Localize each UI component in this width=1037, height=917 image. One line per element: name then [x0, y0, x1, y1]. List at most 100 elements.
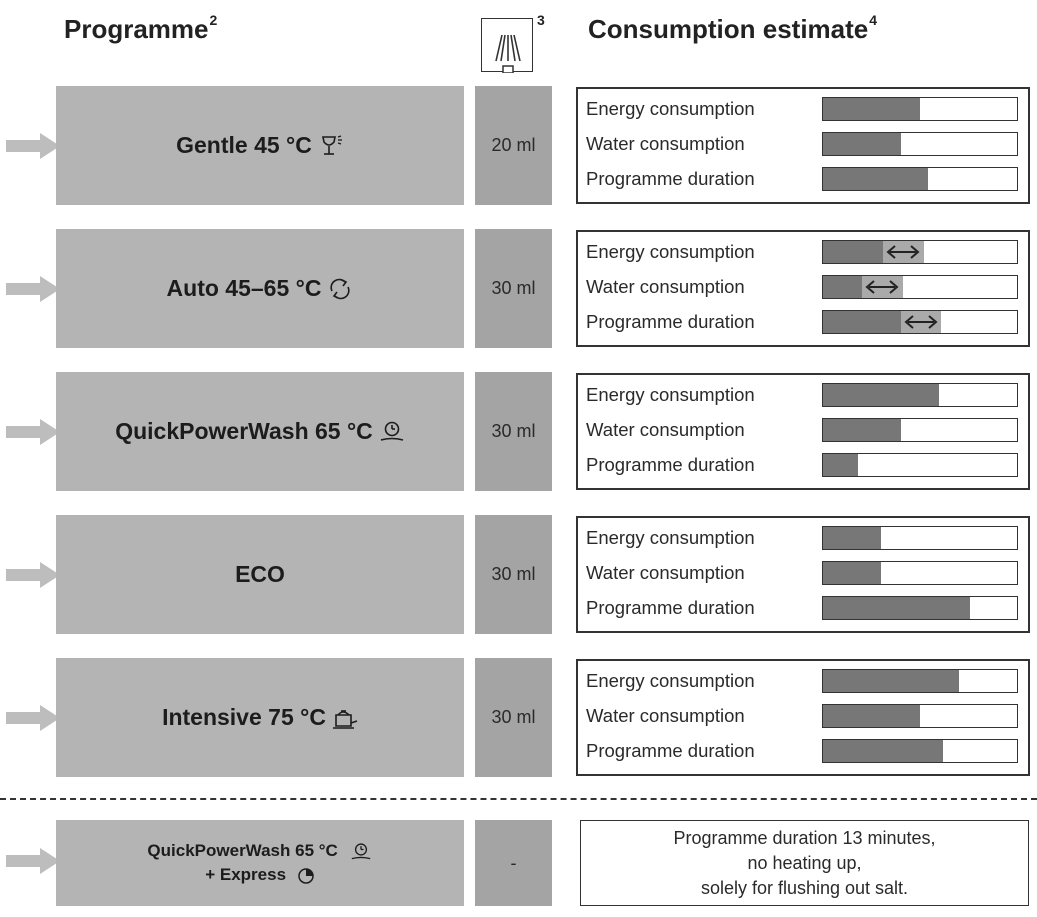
consumption-label: Energy consumption [586, 527, 755, 548]
consumption-bar [822, 526, 1018, 550]
dose-cell: 30 ml [475, 658, 552, 777]
quick-clock-icon [349, 842, 373, 862]
express-programme-name: QuickPowerWash 65 °C [147, 841, 338, 860]
consumption-bar-fill [823, 384, 940, 406]
consumption-bar-fill [823, 705, 920, 727]
consumption-row: Water consumption [586, 130, 1020, 160]
consumption-bar-fill [823, 133, 901, 155]
rinse-aid-footnote: 3 [537, 12, 545, 28]
express-label: + Express [205, 865, 287, 884]
express-programme-cell: QuickPowerWash 65 °C + Express [56, 820, 464, 906]
programme-name: ECO [235, 561, 285, 587]
consumption-bar-fill [823, 311, 901, 333]
consumption-label: Programme duration [586, 597, 755, 618]
double-arrow-icon [904, 315, 938, 329]
express-timer-icon [297, 867, 315, 885]
consumption-bar [822, 669, 1018, 693]
consumption-bar [822, 132, 1018, 156]
consumption-range [900, 311, 942, 333]
consumption-row: Programme duration [586, 308, 1020, 338]
consumption-bar [822, 167, 1018, 191]
quick-clock-icon [379, 420, 405, 444]
express-note-line: solely for flushing out salt. [700, 877, 909, 898]
consumption-bar [822, 704, 1018, 728]
consumption-label: Water consumption [586, 705, 745, 726]
consumption-header: Consumption estimate4 [588, 12, 878, 44]
programme-name: Auto 45–65 °C [166, 275, 322, 301]
consumption-row: Energy consumption [586, 381, 1020, 411]
consumption-row: Energy consumption [586, 524, 1020, 554]
consumption-bar [822, 275, 1018, 299]
arrow-right-icon [6, 132, 60, 159]
consumption-row: Energy consumption [586, 95, 1020, 125]
consumption-bar-fill [823, 597, 971, 619]
consumption-row: Programme duration [586, 737, 1020, 767]
consumption-bar [822, 240, 1018, 264]
consumption-label: Energy consumption [586, 670, 755, 691]
consumption-label: Programme duration [586, 740, 755, 761]
pot-icon [332, 706, 358, 730]
consumption-row: Water consumption [586, 702, 1020, 732]
consumption-bar-fill [823, 454, 858, 476]
arrow-right-icon [6, 275, 60, 302]
dose-cell: 30 ml [475, 372, 552, 491]
consumption-row: Water consumption [586, 273, 1020, 303]
consumption-bar-fill [823, 98, 920, 120]
consumption-bar-fill [823, 168, 928, 190]
double-arrow-icon [886, 245, 921, 259]
consumption-box: Energy consumption Water consumption Progr… [576, 516, 1030, 633]
consumption-label: Energy consumption [586, 241, 755, 262]
consumption-row: Energy consumption [586, 238, 1020, 268]
consumption-label: Programme duration [586, 454, 755, 475]
consumption-bar [822, 596, 1018, 620]
consumption-bar-fill [823, 670, 959, 692]
consumption-row: Energy consumption [586, 667, 1020, 697]
express-note: Programme duration 13 minutes, no heatin… [580, 820, 1029, 906]
programme-cell: QuickPowerWash 65 °C [56, 372, 464, 491]
consumption-label: Programme duration [586, 168, 755, 189]
consumption-label: Energy consumption [586, 98, 755, 119]
double-arrow-icon [865, 280, 899, 294]
programme-cell: Auto 45–65 °C [56, 229, 464, 348]
consumption-bar-fill [823, 276, 862, 298]
consumption-label: Water consumption [586, 419, 745, 440]
consumption-row: Programme duration [586, 451, 1020, 481]
consumption-bar [822, 383, 1018, 407]
consumption-bar-fill [823, 241, 884, 263]
consumption-label: Programme duration [586, 311, 755, 332]
consumption-box: Energy consumption Water consumption Progr… [576, 659, 1030, 776]
consumption-footnote: 4 [869, 12, 878, 28]
dose-cell: 30 ml [475, 229, 552, 348]
express-note-line: no heating up, [747, 852, 862, 873]
consumption-bar-fill [823, 419, 901, 441]
programme-name: Gentle 45 °C [176, 132, 312, 158]
arrow-right-icon [6, 418, 60, 445]
arrow-right-icon [6, 561, 60, 588]
consumption-bar-fill [823, 562, 882, 584]
consumption-box: Energy consumption Water consumption Progr… [576, 87, 1030, 204]
consumption-label: Water consumption [586, 276, 745, 297]
consumption-bar [822, 453, 1018, 477]
wine-glass-icon [318, 134, 344, 158]
dashed-divider [0, 798, 1037, 800]
consumption-label: Water consumption [586, 133, 745, 154]
programme-cell: Gentle 45 °C [56, 86, 464, 205]
consumption-row: Programme duration [586, 165, 1020, 195]
programme-header: Programme2 [64, 12, 218, 44]
rinse-aid-icon [481, 18, 533, 73]
consumption-bar [822, 418, 1018, 442]
programme-footnote: 2 [209, 12, 218, 28]
consumption-box: Energy consumption Water consumption Progr… [576, 373, 1030, 490]
express-dose-cell: - [475, 820, 552, 906]
consumption-label: Energy consumption [586, 384, 755, 405]
consumption-bar [822, 561, 1018, 585]
consumption-bar [822, 97, 1018, 121]
arrow-right-icon [6, 848, 60, 874]
programme-cell: ECO [56, 515, 464, 634]
programme-cell: Intensive 75 °C [56, 658, 464, 777]
consumption-range [883, 241, 924, 263]
consumption-row: Water consumption [586, 416, 1020, 446]
programme-name: QuickPowerWash 65 °C [115, 418, 373, 444]
auto-cycle-icon [327, 277, 353, 301]
dose-cell: 20 ml [475, 86, 552, 205]
